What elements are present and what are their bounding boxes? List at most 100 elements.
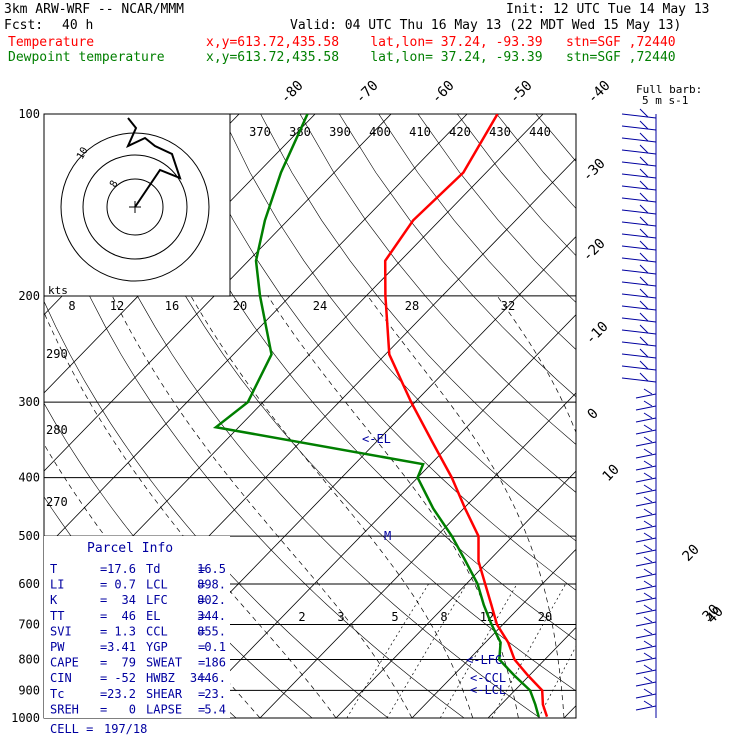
parcel-info-label: PW (50, 640, 65, 654)
parcel-info-value: 0.7 (114, 578, 136, 592)
parcel-info-equals: = (198, 578, 205, 592)
isotherm-label-top: -60 (429, 78, 458, 107)
wind-barb-flag (643, 460, 653, 467)
theta-side-label: 290 (46, 347, 68, 361)
mixing-ratio-line (538, 645, 576, 718)
parcel-info-title: Parcel Info (87, 541, 173, 556)
mixing-ratio-label: 3 (337, 610, 344, 624)
hodograph-speed-label: 20 (233, 299, 247, 313)
temperature-point-info: x,y=613.72,435.58 lat,lon= 37.24, -93.39… (206, 35, 676, 50)
wind-barb (635, 489, 657, 495)
parcel-info-label: SWEAT (146, 656, 182, 670)
parcel-info-label: SREH (50, 702, 79, 716)
parcel-info-equals: = (100, 562, 107, 576)
parcel-info-equals: = (198, 562, 205, 576)
isotherm-line (716, 114, 740, 718)
mixing-ratio-line (346, 583, 429, 718)
dry-adiabat (339, 114, 576, 398)
parcel-info-value: 186 (204, 656, 226, 670)
wind-barb-flag (643, 532, 653, 539)
dry-adiabat (221, 114, 576, 542)
wind-barb-flag (643, 436, 653, 443)
wind-barb (635, 513, 657, 519)
dry-adiabat (535, 114, 576, 162)
parcel-info-label: Td (146, 562, 160, 576)
theta-side-label: 280 (46, 423, 68, 437)
isotherm-label-right: -10 (583, 319, 612, 348)
dry-adiabat (299, 114, 576, 445)
wind-barb (621, 161, 657, 167)
wind-barb (635, 405, 657, 411)
wind-barb (635, 705, 657, 711)
wind-barb (621, 317, 657, 323)
wind-barb-flag (639, 264, 649, 274)
parcel-info-value: 802. (197, 593, 226, 607)
isotherm-line (183, 314, 576, 718)
wind-barb-flag (643, 616, 653, 623)
wind-barb (635, 525, 657, 531)
wind-barb-flag (639, 144, 649, 154)
isotherm-label-top: -80 (278, 78, 307, 107)
wind-barb (621, 173, 657, 179)
dry-adiabat (615, 114, 740, 718)
isotherm-label-right: -20 (580, 236, 609, 265)
parcel-info-equals: = (198, 640, 205, 654)
wind-barb (635, 561, 657, 567)
parcel-info-label: HWBZ (146, 671, 175, 685)
parcel-info-equals: = (198, 624, 205, 638)
wind-barb-flag (639, 360, 649, 370)
wind-barb (635, 393, 657, 399)
sounding-profiles (212, 114, 549, 718)
dry-adiabat (693, 114, 740, 718)
wind-barb (635, 537, 657, 543)
wind-barb (635, 609, 657, 615)
parcel-info-label: LCL (146, 578, 168, 592)
wind-barb (635, 549, 657, 555)
theta-label: 430 (489, 125, 511, 139)
wind-barb-flag (643, 520, 653, 527)
parcel-info-equals: = (198, 593, 205, 607)
theta-label: 440 (529, 125, 551, 139)
parcel-info-value: 0.1 (204, 640, 226, 654)
moist-adiabat (190, 295, 474, 718)
dry-adiabat (63, 114, 541, 718)
level-marker: <-LCL (470, 683, 506, 697)
parcel-info-value: 3446. (190, 671, 226, 685)
wind-barb-flag (643, 496, 653, 503)
wind-barb-flag (643, 664, 653, 671)
wind-barbs (621, 108, 657, 718)
wind-barb-flag (643, 556, 653, 563)
hodograph-speed-label: 12 (110, 299, 124, 313)
isotherm-line (487, 626, 576, 718)
wind-barb (635, 477, 657, 483)
parcel-info-label: TT (50, 609, 64, 623)
wind-barb (621, 113, 657, 119)
wind-barb (635, 465, 657, 471)
parcel-info-value: -52 (114, 671, 136, 685)
wind-barb (635, 453, 657, 459)
parcel-info-value: 34 (122, 593, 136, 607)
wind-barb-flag (643, 580, 653, 587)
hodograph-ring (60, 132, 210, 282)
parcel-info-label: SVI (50, 624, 72, 638)
wind-barb (621, 197, 657, 203)
parcel-info-equals: = (100, 640, 107, 654)
wind-barb-flag (643, 652, 653, 659)
parcel-info-value: 23. (204, 687, 226, 701)
wind-barb (635, 693, 657, 699)
wind-barb-flag (639, 240, 649, 250)
level-marker: <-EL (362, 432, 391, 446)
wind-barb (635, 597, 657, 603)
full-barb-value: 5 m s-1 (642, 94, 688, 107)
level-markers: <-EL M <-LFC <-CCL<-LCL (362, 432, 506, 697)
wind-barb (635, 573, 657, 579)
pressure-tick-label: 600 (18, 577, 40, 591)
parcel-info-equals: = (100, 702, 107, 716)
isotherm-line (44, 114, 392, 472)
mixing-ratio-label: 20 (538, 610, 552, 624)
isotherm-label-right: 10 (600, 462, 623, 485)
mixing-ratio-label: 2 (298, 610, 305, 624)
isotherm-label-right: -30 (580, 156, 609, 185)
pressure-tick-label: 200 (18, 289, 40, 303)
